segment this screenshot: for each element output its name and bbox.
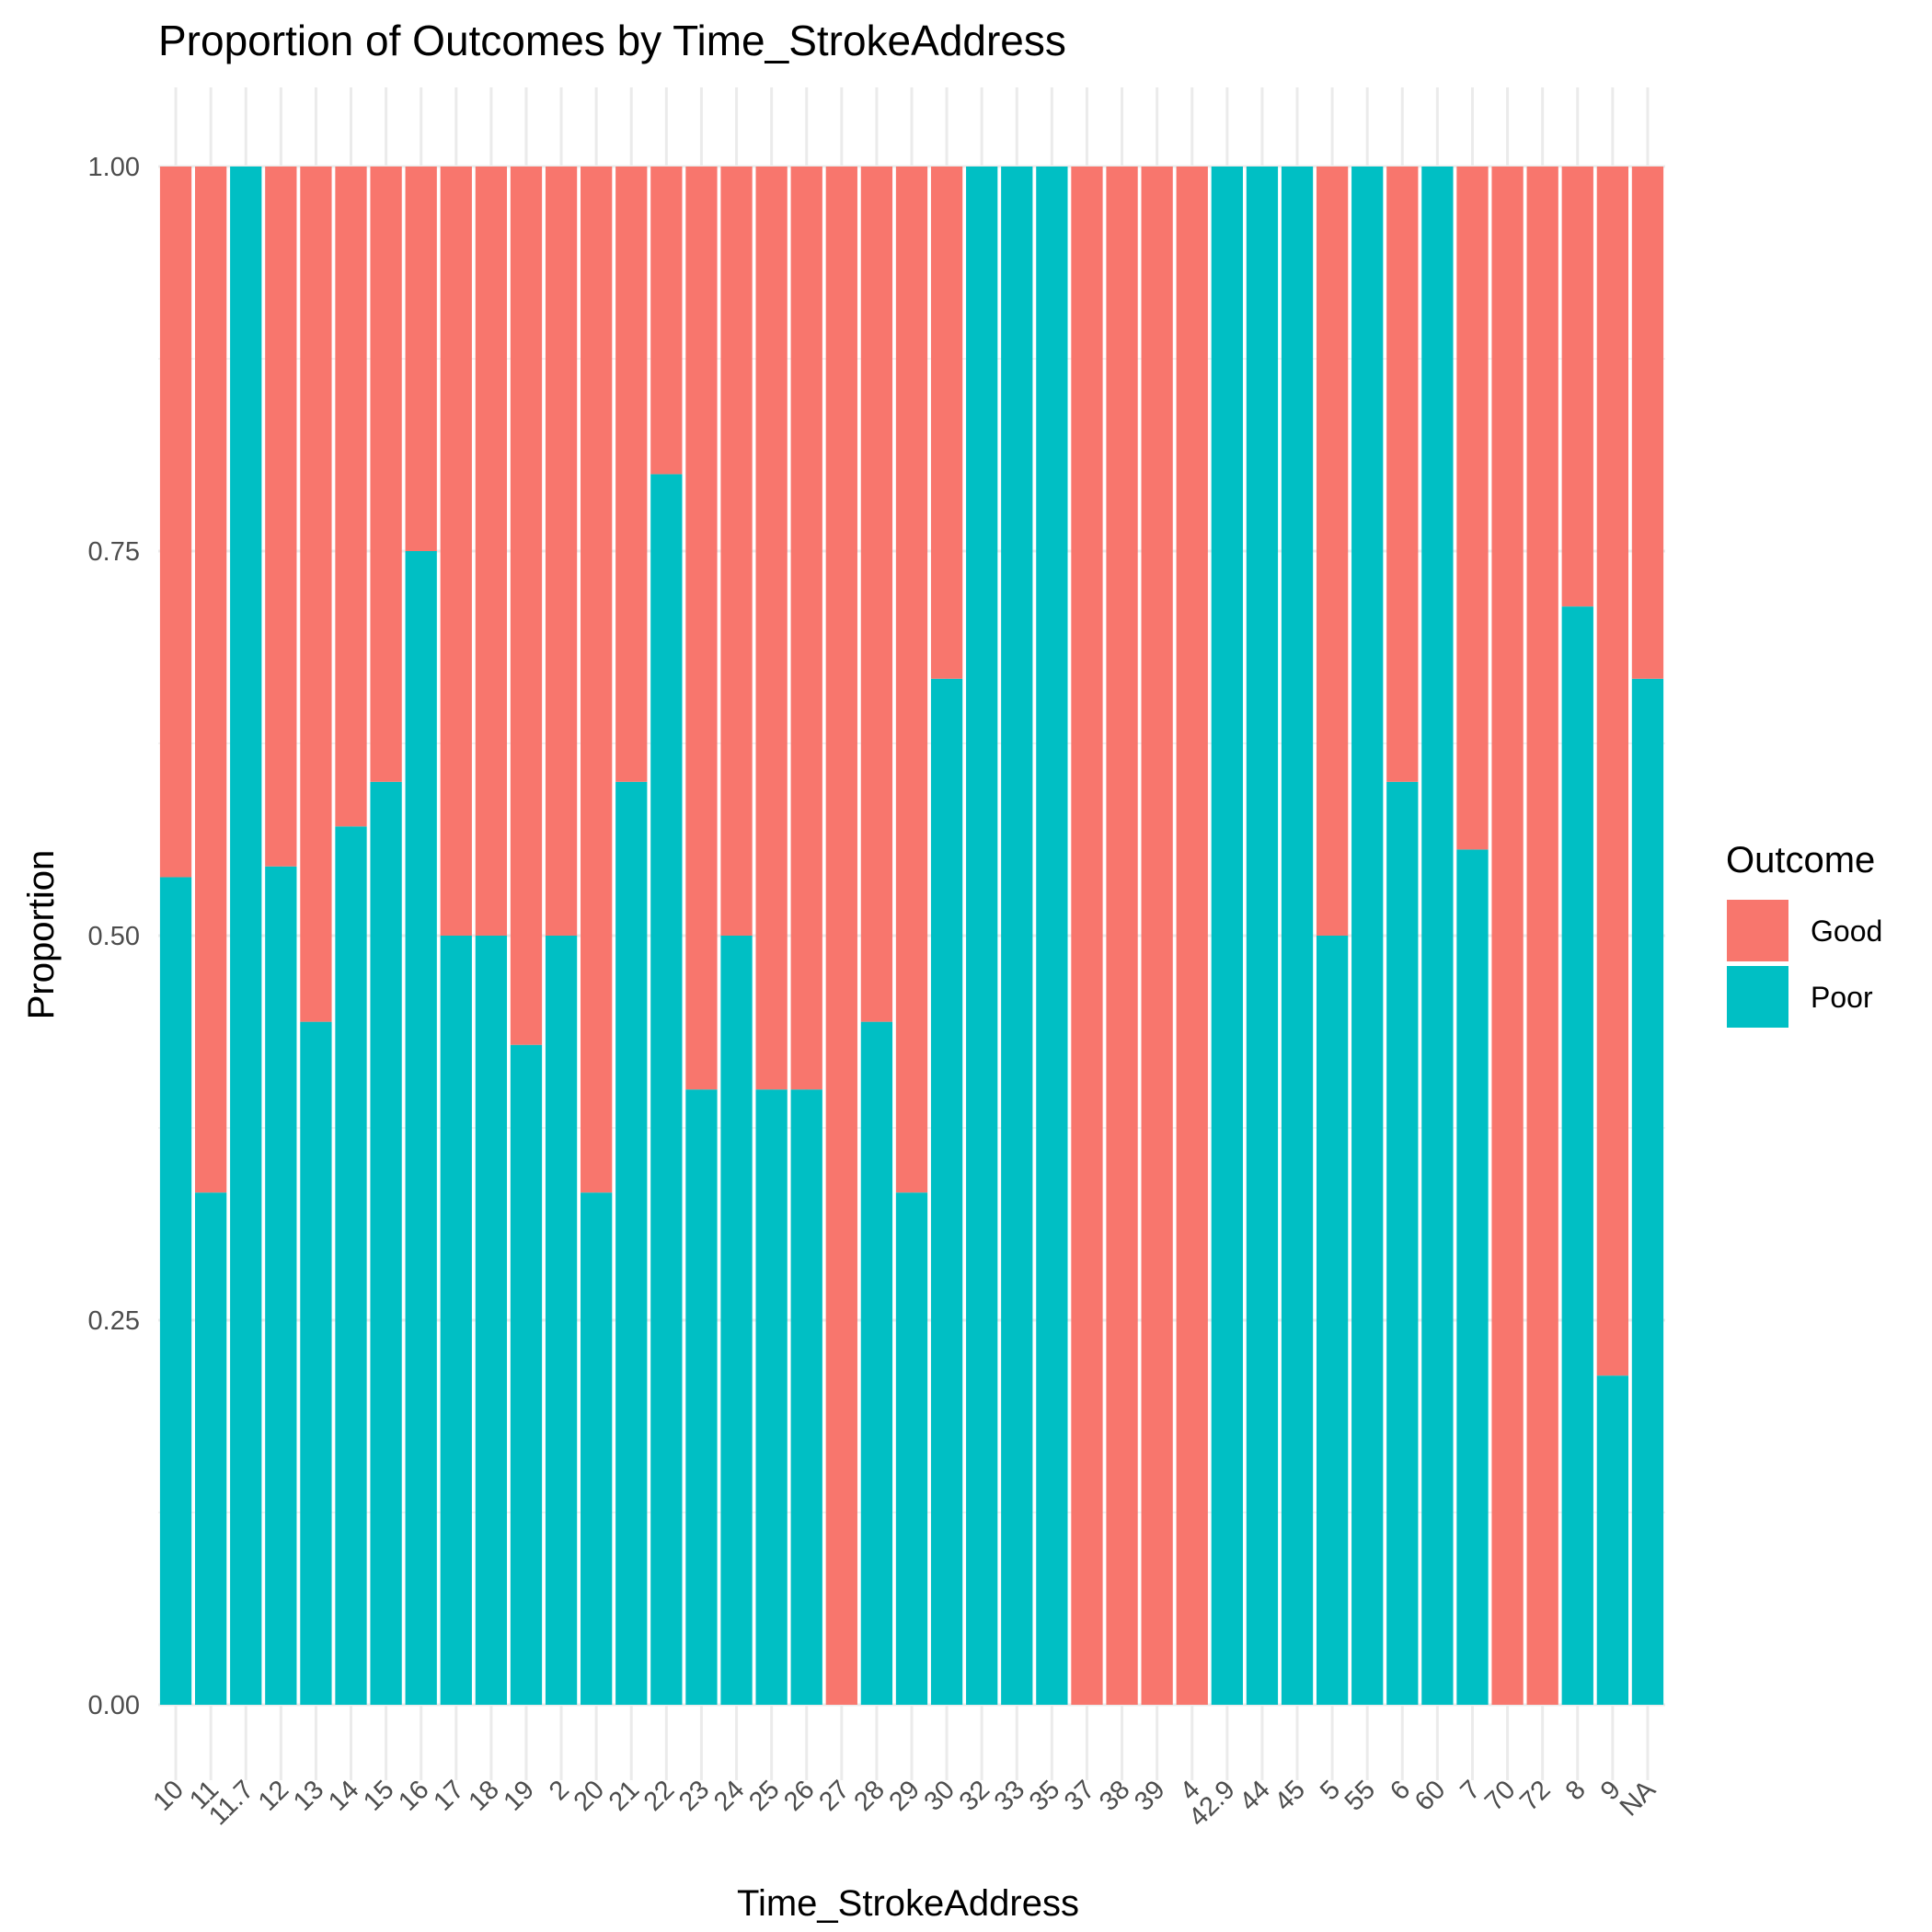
bar-poor-29 [895,1192,928,1705]
y-axis-title: Proportion [21,850,62,1020]
bar-poor-17 [440,936,472,1705]
bar-poor-55 [1351,167,1384,1705]
bar-good-20 [581,167,613,1193]
bar-good-4 [1176,167,1208,1705]
bar-good-10 [159,167,192,878]
bar-good-2 [545,167,578,936]
bar-good-38 [1106,167,1138,1705]
bar-good-NA [1631,167,1664,679]
bar-poor-NA [1631,678,1664,1705]
bar-poor-6 [1386,781,1419,1705]
y-axis-ticks: 0.00 0.25 0.50 0.75 1.00 [88,153,140,1720]
bar-poor-15 [370,781,402,1705]
bar-poor-26 [790,1089,822,1705]
bar-poor-13 [300,1021,332,1705]
chart-title: Proportion of Outcomes by Time_StrokeAdd… [158,17,1066,64]
bar-poor-19 [510,1044,543,1705]
bar-good-22 [650,167,683,475]
y-tick-label: 0.00 [88,1691,140,1720]
bar-poor-23 [685,1089,718,1705]
bar-poor-5 [1316,936,1349,1705]
bar-poor-45 [1281,167,1314,1705]
bar-poor-22 [650,474,683,1705]
bar-poor-24 [720,936,753,1705]
bar-poor-18 [475,936,508,1705]
y-tick-label: 0.50 [88,922,140,951]
bar-good-39 [1141,167,1173,1705]
bar-good-6 [1386,167,1419,782]
legend-label-good: Good [1811,914,1882,948]
bar-poor-11 [194,1192,227,1705]
bar-good-70 [1491,167,1524,1705]
bar-good-37 [1071,167,1103,1705]
bar-good-28 [860,167,893,1022]
bar-poor-44 [1246,167,1279,1705]
bar-poor-9 [1596,1375,1629,1705]
bars [159,167,1664,1705]
bar-poor-10 [159,877,192,1705]
bar-good-17 [440,167,472,936]
bar-good-13 [300,167,332,1022]
legend-title: Outcome [1726,840,1875,880]
bar-good-26 [790,167,822,1090]
bar-poor-14 [335,826,367,1705]
bar-poor-35 [1036,167,1068,1705]
bar-good-25 [755,167,788,1090]
bar-good-27 [825,167,857,1705]
bar-poor-60 [1421,167,1454,1705]
legend-swatch-poor [1727,966,1788,1028]
bar-good-29 [895,167,928,1193]
legend-swatch-good [1727,900,1788,961]
bar-good-24 [720,167,753,936]
bar-good-5 [1316,167,1349,936]
bar-good-8 [1561,167,1593,607]
x-axis-title: Time_StrokeAddress [737,1883,1079,1924]
bar-good-7 [1456,167,1489,850]
bar-poor-28 [860,1021,893,1705]
bar-poor-8 [1561,606,1593,1705]
bar-good-14 [335,167,367,827]
legend: Outcome Good Poor [1726,840,1882,1028]
bar-good-15 [370,167,402,782]
bar-poor-16 [405,551,437,1705]
bar-poor-30 [930,678,963,1705]
y-tick-label: 0.25 [88,1306,140,1336]
bar-good-72 [1526,167,1558,1705]
bar-good-12 [265,167,297,867]
bar-good-19 [510,167,543,1045]
bar-poor-7 [1456,849,1489,1705]
bar-good-11 [194,167,227,1193]
legend-label-poor: Poor [1811,981,1873,1014]
bar-poor-42.9 [1211,167,1243,1705]
bar-poor-20 [581,1192,613,1705]
bar-poor-33 [1001,167,1033,1705]
bar-good-21 [615,167,648,782]
bar-poor-12 [265,866,297,1705]
bar-poor-21 [615,781,648,1705]
bar-good-30 [930,167,963,679]
bar-poor-11.7 [230,167,262,1705]
y-tick-label: 1.00 [88,153,140,182]
bar-good-9 [1596,167,1629,1376]
bar-good-18 [475,167,508,936]
bar-poor-32 [966,167,998,1705]
bar-poor-2 [545,936,578,1705]
bar-good-23 [685,167,718,1090]
y-tick-label: 0.75 [88,537,140,567]
bar-good-16 [405,167,437,551]
bar-poor-25 [755,1089,788,1705]
